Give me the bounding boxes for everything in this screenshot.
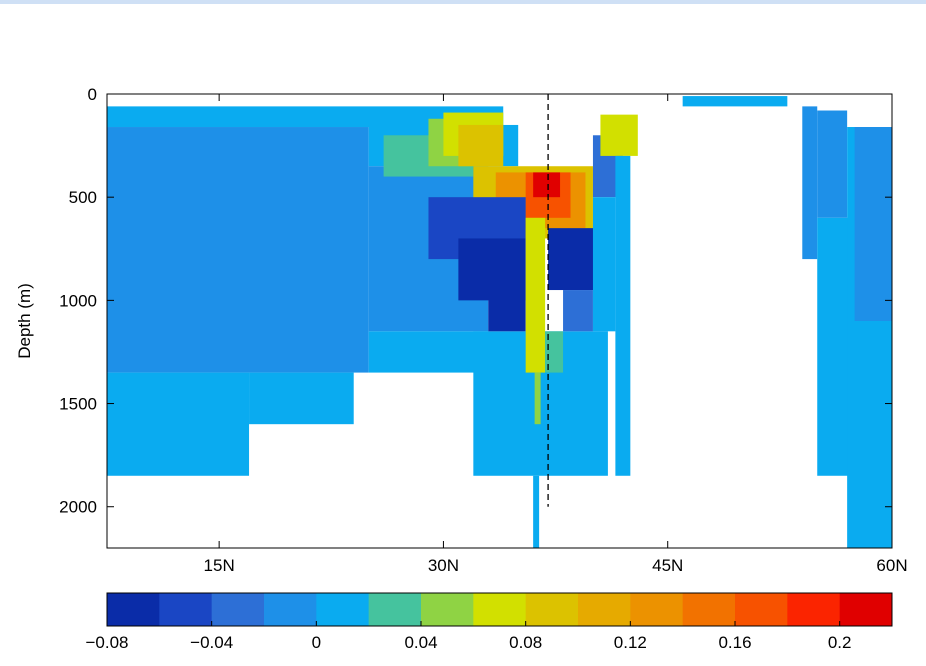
data-region-0 xyxy=(107,106,504,128)
colorbar-swatch-11 xyxy=(682,593,736,626)
data-region-16 xyxy=(533,172,561,198)
y-axis-label: Depth (m) xyxy=(15,283,34,359)
colorbar-swatch-6 xyxy=(421,593,474,626)
colorbar-swatch-5 xyxy=(368,593,422,626)
colorbar-tick-label-5: 0.12 xyxy=(614,633,647,652)
colorbar-swatch-12 xyxy=(735,593,788,626)
colorbar-swatch-7 xyxy=(473,593,527,626)
data-region-8 xyxy=(533,475,540,548)
y-axis-ticks: 0 500 1000 1500 2000 xyxy=(59,85,892,517)
y-tick-label-0: 0 xyxy=(88,85,97,104)
colorbar-swatch-4 xyxy=(316,593,370,626)
y-tick-label-2: 1000 xyxy=(59,291,97,310)
colorbar-tick-label-2: 0 xyxy=(312,633,321,652)
data-region-1 xyxy=(107,127,369,373)
data-region-28 xyxy=(615,155,631,476)
data-region-23 xyxy=(545,331,564,373)
colorbar-swatch-14 xyxy=(839,593,893,626)
data-region-6 xyxy=(368,331,489,373)
colorbar-swatch-9 xyxy=(578,593,631,626)
x-tick-label-2: 45N xyxy=(652,556,683,575)
data-region-29 xyxy=(682,96,788,107)
data-region-27 xyxy=(600,114,638,156)
data-region-31 xyxy=(817,110,848,218)
colorbar-tick-label-0: −0.08 xyxy=(85,633,128,652)
colorbar-tick-label-6: 0.16 xyxy=(718,633,751,652)
data-region-34 xyxy=(854,127,892,321)
data-region-21 xyxy=(563,290,593,332)
colorbar-frame xyxy=(106,592,893,627)
colorbar-swatch-13 xyxy=(787,593,841,626)
data-region-22 xyxy=(525,217,546,373)
colorbar-swatch-10 xyxy=(630,593,684,626)
colorbar-tick-label-1: −0.04 xyxy=(190,633,233,652)
colorbar-swatch-8 xyxy=(525,593,579,626)
y-tick-label-1: 500 xyxy=(69,188,97,207)
data-region-30 xyxy=(802,106,818,260)
data-region-19 xyxy=(488,259,526,332)
colorbar-swatch-2 xyxy=(211,593,265,626)
colorbar-swatch-1 xyxy=(159,593,213,626)
colorbar-tick-label-7: 0.2 xyxy=(828,633,852,652)
plot-area xyxy=(106,93,893,549)
colorbar xyxy=(106,592,893,627)
data-region-26 xyxy=(592,197,616,332)
colorbar-swatch-3 xyxy=(264,593,317,626)
data-region-24 xyxy=(534,372,541,425)
data-region-2 xyxy=(107,372,250,476)
colorbar-ticks: −0.08 −0.04 0 0.04 0.08 0.12 0.16 0.2 xyxy=(85,621,851,652)
x-tick-label-3: 60N xyxy=(876,556,907,575)
x-tick-label-1: 30N xyxy=(428,556,459,575)
colorbar-tick-label-4: 0.08 xyxy=(509,633,542,652)
data-region-12 xyxy=(458,124,504,167)
plot-frame xyxy=(106,93,893,549)
x-axis-ticks: 15N 30N 45N 60N xyxy=(204,94,908,575)
y-tick-label-3: 1500 xyxy=(59,395,97,414)
colorbar-tick-label-3: 0.04 xyxy=(404,633,437,652)
data-region-3 xyxy=(249,372,354,425)
y-tick-label-4: 2000 xyxy=(59,498,97,517)
colorbar-swatch-0 xyxy=(107,593,160,626)
window-top-strip xyxy=(0,0,926,4)
x-tick-label-0: 15N xyxy=(204,556,235,575)
